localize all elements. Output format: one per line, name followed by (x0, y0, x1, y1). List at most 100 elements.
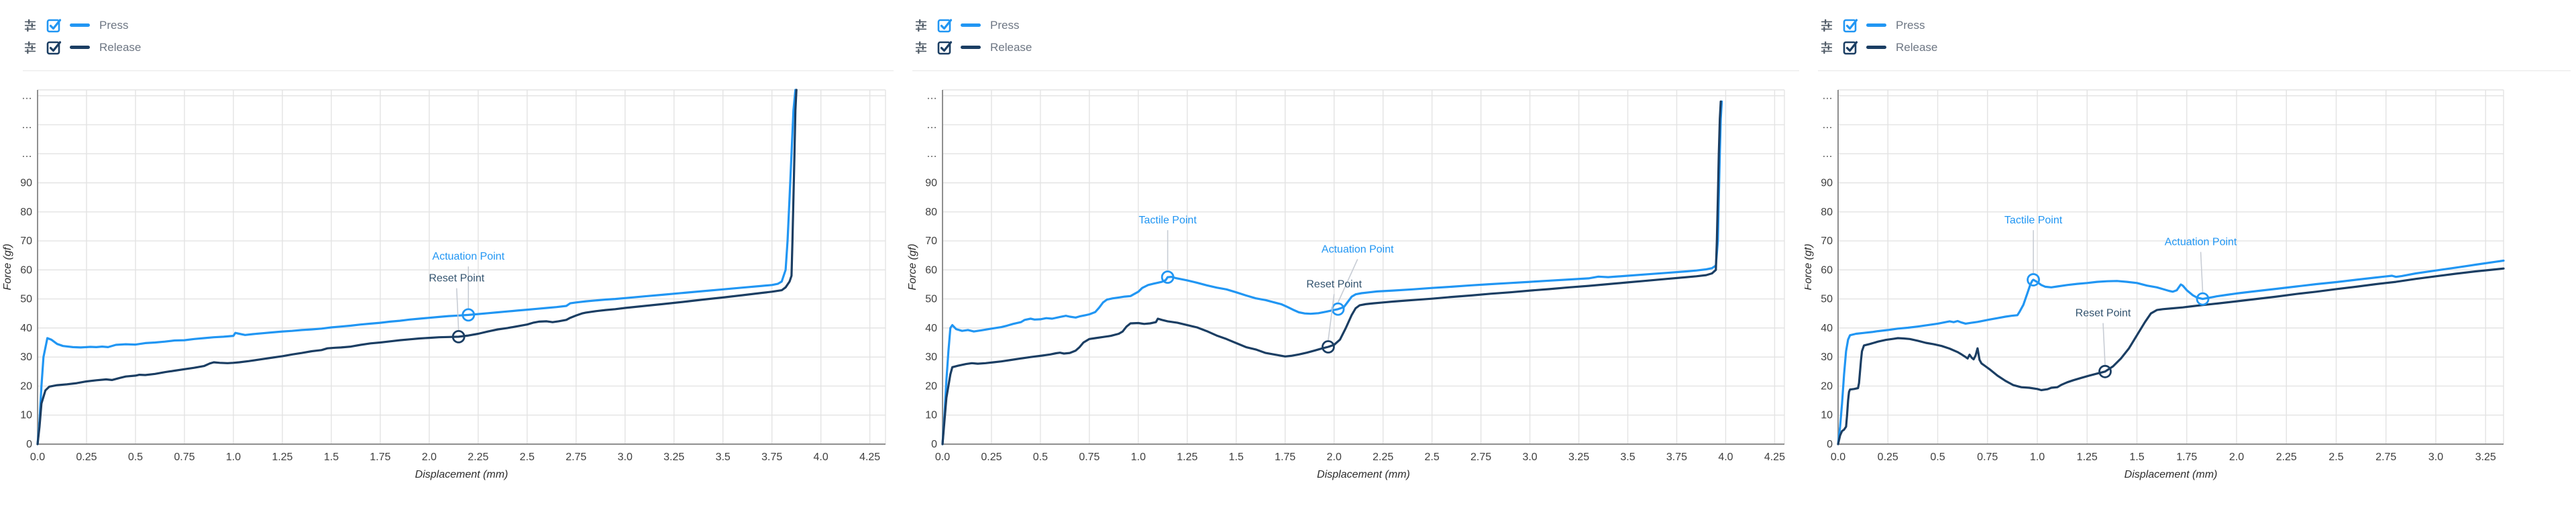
svg-text:3.25: 3.25 (663, 452, 684, 463)
press-legend-label: Press (990, 18, 1020, 32)
svg-text:…: … (1822, 119, 1833, 131)
svg-text:0.75: 0.75 (1977, 452, 1998, 463)
svg-text:1.0: 1.0 (226, 452, 241, 463)
tactile-point-marker (2027, 273, 2040, 286)
tactile-point-label: Tactile Point (2004, 215, 2063, 226)
series-settings-icon[interactable] (23, 40, 38, 54)
actuation-point-marker (2196, 292, 2210, 306)
svg-text:0.25: 0.25 (1878, 452, 1898, 463)
svg-text:90: 90 (1821, 177, 1833, 189)
svg-text:0.0: 0.0 (935, 452, 950, 463)
svg-text:1.75: 1.75 (2176, 452, 2197, 463)
release-legend-label: Release (99, 40, 142, 54)
x-axis-title: Displacement (mm) (415, 469, 508, 480)
series-settings-icon[interactable] (1819, 17, 1834, 32)
svg-text:0.5: 0.5 (1033, 452, 1048, 463)
release-curve (941, 100, 1722, 445)
svg-text:1.25: 1.25 (2077, 452, 2098, 463)
press-visibility-checkbox[interactable] (1842, 17, 1858, 33)
svg-text:40: 40 (1821, 323, 1833, 334)
y-axis-title: Force (gf) (2, 244, 13, 290)
legend-row-release: Release (1819, 37, 1937, 57)
series-settings-icon[interactable] (914, 40, 928, 54)
press-line-swatch (1866, 23, 1886, 27)
svg-text:2.5: 2.5 (1425, 452, 1440, 463)
svg-text:2.75: 2.75 (566, 452, 586, 463)
svg-text:0.75: 0.75 (174, 452, 195, 463)
y-axis-title: Force (gf) (907, 244, 918, 290)
svg-text:0.25: 0.25 (981, 452, 1002, 463)
chart-canvas: 0.0 0.25 0.5 0.75 1.0 1.25 1.5 1.75 2.0 2.25 2.5 2.… (1803, 89, 2505, 480)
press-line-swatch (70, 23, 90, 27)
svg-text:40: 40 (925, 323, 937, 334)
svg-text:0.5: 0.5 (1930, 452, 1945, 463)
svg-text:70: 70 (925, 235, 937, 247)
reset-point-label: Reset Point (2076, 308, 2131, 319)
press-visibility-checkbox[interactable] (936, 17, 953, 33)
series-settings-icon[interactable] (23, 17, 38, 32)
svg-text:30: 30 (925, 352, 937, 363)
svg-text:0.0: 0.0 (30, 452, 45, 463)
force-displacement-chart: 0.0 0.25 0.5 0.75 1.0 1.25 1.5 1.75 2.0 2.25 2.5 2.… (0, 71, 899, 528)
svg-text:…: … (21, 119, 32, 131)
svg-text:3.5: 3.5 (716, 452, 731, 463)
reset-point-marker (1322, 340, 1335, 354)
svg-text:0.75: 0.75 (1079, 452, 1099, 463)
svg-text:2.25: 2.25 (468, 452, 488, 463)
release-visibility-checkbox[interactable] (1842, 39, 1858, 55)
svg-text:4.25: 4.25 (1764, 452, 1785, 463)
svg-text:1.25: 1.25 (1177, 452, 1197, 463)
series-settings-icon[interactable] (914, 17, 928, 32)
release-visibility-checkbox[interactable] (936, 39, 953, 55)
svg-text:2.0: 2.0 (422, 452, 437, 463)
chart-legend: Press Release (914, 15, 1032, 59)
series-settings-icon[interactable] (1819, 40, 1834, 54)
svg-text:2.75: 2.75 (2375, 452, 2396, 463)
actuation-point-label: Actuation Point (1322, 244, 1394, 255)
svg-text:…: … (1822, 148, 1833, 160)
svg-text:10: 10 (20, 410, 32, 421)
svg-text:2.25: 2.25 (2276, 452, 2297, 463)
svg-text:2.0: 2.0 (1327, 452, 1342, 463)
svg-text:1.25: 1.25 (272, 452, 292, 463)
svg-text:…: … (21, 91, 32, 102)
annotation-leader-line (1337, 259, 1358, 303)
x-axis-title: Displacement (mm) (1317, 469, 1410, 480)
press-curve (1837, 259, 2505, 445)
svg-text:3.0: 3.0 (1522, 452, 1537, 463)
svg-text:90: 90 (925, 177, 937, 189)
svg-text:1.5: 1.5 (2129, 452, 2144, 463)
svg-text:2.75: 2.75 (1470, 452, 1491, 463)
press-visibility-checkbox[interactable] (46, 17, 62, 33)
chart-legend: Press Release (1819, 15, 1937, 59)
chart-canvas: 0.0 0.25 0.5 0.75 1.0 1.25 1.5 1.75 2.0 2.25 2.5 2.… (907, 89, 1785, 480)
svg-text:…: … (926, 148, 937, 160)
svg-text:…: … (21, 148, 32, 160)
svg-text:20: 20 (1821, 380, 1833, 392)
actuation-point-label: Actuation Point (432, 251, 504, 262)
annotation-leader-line (1328, 294, 1335, 341)
svg-text:20: 20 (20, 380, 32, 392)
chart-canvas: 0.0 0.25 0.5 0.75 1.0 1.25 1.5 1.75 2.0 2.25 2.5 2.… (2, 89, 886, 480)
svg-text:4.0: 4.0 (1718, 452, 1733, 463)
svg-text:40: 40 (20, 323, 32, 334)
force-displacement-chart: 0.0 0.25 0.5 0.75 1.0 1.25 1.5 1.75 2.0 2.25 2.5 2.… (899, 71, 1805, 528)
svg-text:50: 50 (925, 294, 937, 305)
chart-panel-2: Press Release 0.0 0.25 0.5 0.75 1.0 1.25 1.5 1.… (899, 0, 1805, 528)
reset-point-label: Reset Point (429, 273, 484, 284)
svg-text:3.0: 3.0 (618, 452, 633, 463)
svg-text:60: 60 (925, 264, 937, 276)
release-line-swatch (70, 45, 90, 49)
svg-text:70: 70 (1821, 235, 1833, 247)
svg-text:0.0: 0.0 (1831, 452, 1845, 463)
legend-row-press: Press (23, 15, 141, 35)
chart-panel-3: Press Release 0.0 0.25 0.5 0.75 1.0 1.25 1.5 1.… (1803, 0, 2576, 528)
svg-text:0.25: 0.25 (76, 452, 97, 463)
svg-text:20: 20 (925, 380, 937, 392)
svg-text:1.75: 1.75 (370, 452, 390, 463)
svg-text:80: 80 (20, 207, 32, 218)
release-visibility-checkbox[interactable] (46, 39, 62, 55)
annotation-leader-line (455, 288, 460, 330)
release-curve (36, 89, 798, 445)
